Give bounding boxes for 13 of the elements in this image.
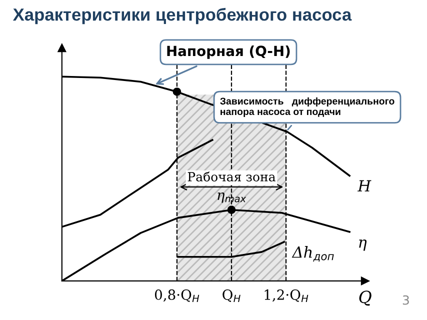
series-label: Δh$_{доп}$ xyxy=(292,246,334,262)
annotation: Напорная (Q-H) xyxy=(167,45,290,59)
x-axis-title: Q xyxy=(359,290,372,306)
series-label: η xyxy=(359,239,367,251)
x-tick-label: 0,8·Q$_{H}$ xyxy=(154,289,200,302)
series-label: H xyxy=(357,180,372,192)
chart-title: Характеристики центробежного насоса xyxy=(12,8,352,24)
band-label: Рабочая зона xyxy=(188,172,276,182)
annotation: η$_{max}$ xyxy=(218,192,246,203)
annotation: Зависимость дифференциального напора насоса от подачи xyxy=(220,97,394,117)
x-tick-label: Q$_{H}$ xyxy=(222,289,240,302)
x-tick-label: 1,2·Q$_{H}$ xyxy=(264,289,308,302)
text: 3 xyxy=(402,295,409,305)
